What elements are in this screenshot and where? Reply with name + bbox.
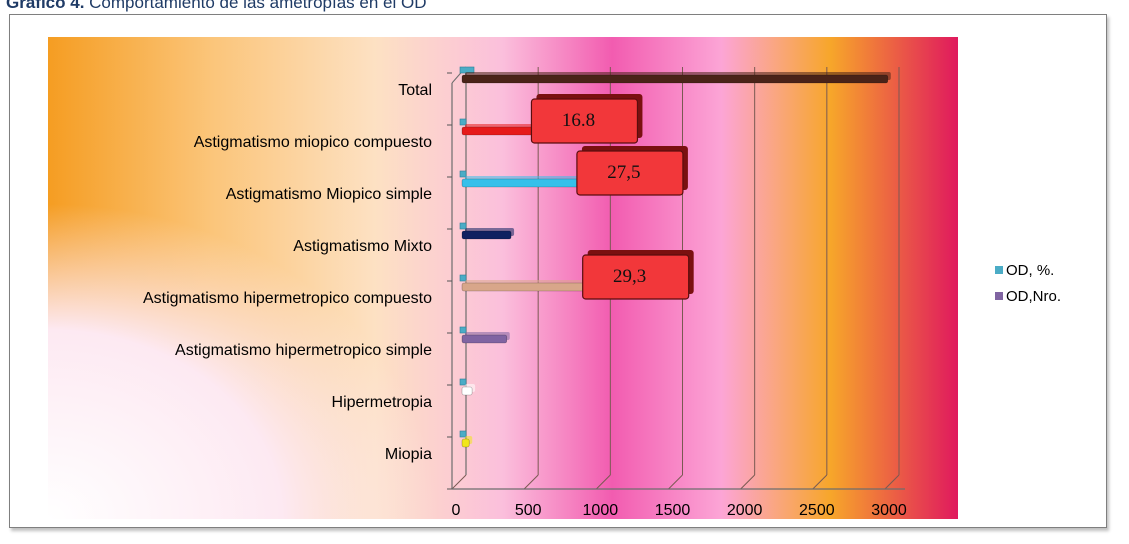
x-tick-label: 1500	[655, 502, 691, 519]
chart-legend: OD, %. OD,Nro.	[995, 257, 1061, 309]
plot-background	[48, 37, 958, 519]
bar-nro-7	[461, 438, 470, 448]
category-label: Astigmatismo miopico compuesto	[194, 134, 432, 151]
legend-item-pct: OD, %.	[995, 257, 1061, 283]
bar-pct-4	[459, 274, 467, 282]
category-label: Astigmatismo hipermetropico simple	[175, 342, 432, 359]
bar-pct-1	[459, 118, 467, 126]
legend-swatch-nro	[995, 292, 1003, 300]
legend-label-nro: OD,Nro.	[1006, 287, 1062, 305]
bar-nro-2	[461, 178, 580, 188]
x-tick-label: 2000	[727, 502, 763, 519]
caption-text: Comportamiento de las ametropías en el O…	[89, 0, 427, 12]
gridline-floor-3	[668, 474, 683, 490]
bar-nro-5	[461, 334, 508, 344]
bar-nro-4	[461, 282, 585, 292]
bar-pct-3	[459, 222, 467, 230]
category-label: Total	[398, 82, 432, 99]
x-tick-label: 0	[452, 502, 461, 519]
annotation-label: 27,5	[607, 162, 640, 183]
bar-nro-3	[461, 230, 512, 240]
x-tick-label: 2500	[799, 502, 835, 519]
bar-nro-0	[461, 74, 889, 84]
annotation-box-0	[530, 98, 639, 144]
chart-svg: Total Astigmatismo miopico compuesto Astig…	[143, 66, 907, 519]
caption-prefix: Gráfico 4.	[6, 0, 85, 12]
annotation-label: 16.8	[562, 110, 595, 131]
chart-frame: Total Astigmatismo miopico compuesto Astig…	[9, 14, 1107, 528]
x-tick-label: 1000	[583, 502, 619, 519]
bar-pct-5	[459, 326, 467, 334]
gridline-floor-1	[523, 474, 539, 490]
legend-label-pct: OD, %.	[1006, 261, 1055, 279]
gridline-floor-6	[884, 474, 900, 490]
category-label: Astigmatismo Miopico simple	[226, 186, 432, 203]
annotation-label: 29,3	[613, 266, 646, 287]
bar-pct-2	[459, 170, 467, 178]
annotation-box-2	[582, 254, 690, 300]
x-tick-label: 3000	[871, 502, 907, 519]
legend-item-nro: OD,Nro.	[995, 283, 1061, 309]
bar-pct-6	[459, 378, 467, 386]
category-label: Hipermetropia	[332, 394, 433, 411]
gridline-floor-2	[595, 474, 611, 490]
bar-nro-6	[461, 386, 473, 396]
gridline-floor-4	[740, 474, 756, 490]
bar-nro-1	[461, 126, 534, 136]
figure-caption: Gráfico 4. Comportamiento de las ametrop…	[6, 0, 426, 14]
category-label: Astigmatismo Mixto	[293, 238, 432, 255]
category-label: Miopia	[385, 446, 432, 463]
bar-pct-7	[459, 430, 467, 438]
x-tick-label: 500	[515, 502, 542, 519]
gridline-floor-5	[812, 474, 828, 490]
category-label: Astigmatismo hipermetropico compuesto	[143, 290, 432, 307]
gridline-floor-0	[451, 474, 467, 490]
annotation-box-1	[576, 150, 684, 196]
legend-swatch-pct	[995, 266, 1003, 274]
